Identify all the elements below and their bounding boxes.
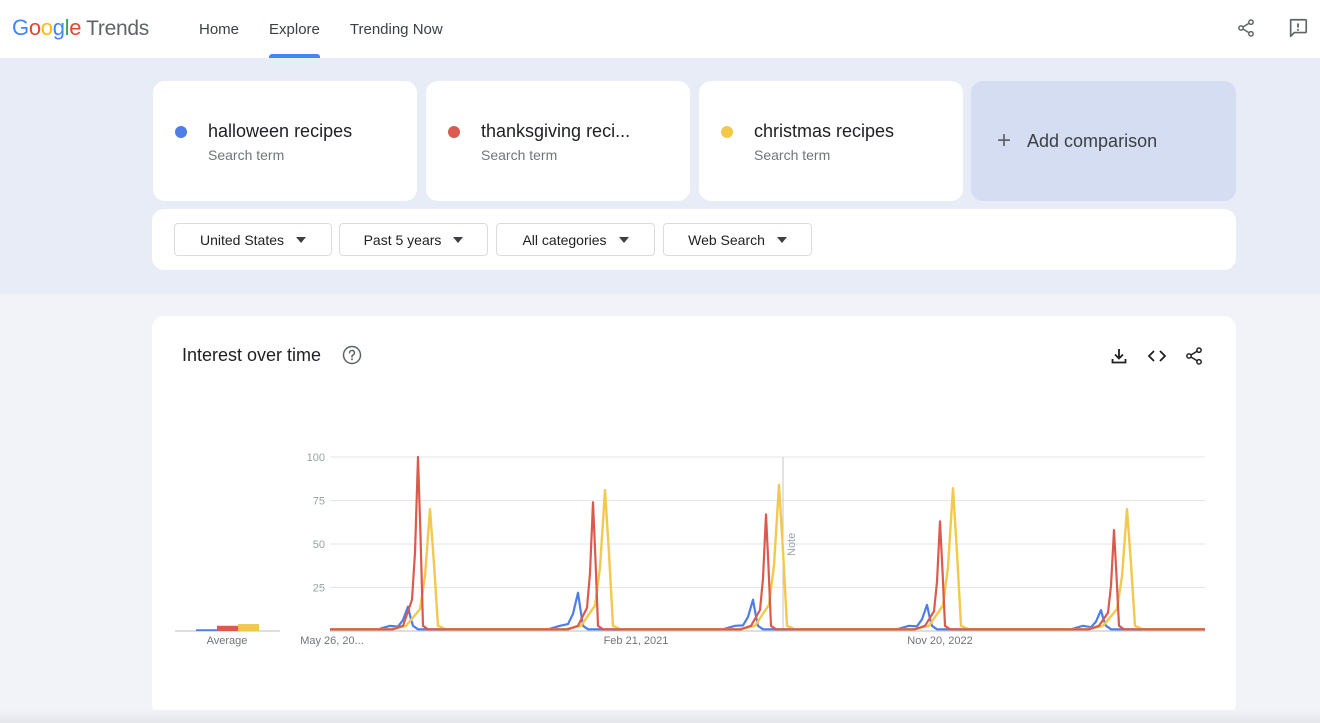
- term-type: Search term: [481, 147, 558, 163]
- term-name: thanksgiving reci...: [481, 121, 631, 141]
- category-label: All categories: [522, 231, 607, 248]
- feedback-icon[interactable]: [1286, 16, 1310, 40]
- term-card-2[interactable]: thanksgiving reci... Search term: [426, 81, 690, 201]
- note-label: Note: [786, 533, 798, 556]
- y-tick-label: 75: [313, 496, 325, 508]
- caret-down-icon: [296, 236, 307, 243]
- add-comparison-label: Add comparison: [1027, 130, 1158, 151]
- caret-down-icon: [776, 236, 787, 243]
- caret-down-icon: [618, 236, 629, 243]
- series-line-halloween-recipes: [330, 591, 1205, 631]
- x-tick-label: May 26, 20...: [300, 635, 364, 647]
- series-line-thanksgiving-recipes: [330, 455, 1205, 631]
- term-card-1[interactable]: halloween recipes Search term: [153, 81, 417, 201]
- y-tick-label: 25: [313, 583, 325, 595]
- google-trends-logo[interactable]: Google Trends: [12, 15, 149, 41]
- chart-title: Interest over time: [182, 345, 322, 365]
- y-tick-label: 50: [313, 539, 325, 551]
- google-wordmark: Google: [12, 15, 81, 41]
- term-type: Search term: [208, 147, 285, 163]
- filter-bar: United States Past 5 years All categorie…: [152, 209, 1236, 270]
- logo-letter: o: [28, 15, 41, 40]
- interest-over-time-card: Interest over time: [152, 316, 1236, 716]
- category-dropdown[interactable]: All categories: [496, 223, 655, 256]
- x-tick-label: Feb 21, 2021: [604, 635, 669, 647]
- nav-tab-trending-now[interactable]: Trending Now: [349, 20, 443, 38]
- main-nav: Home Explore Trending Now: [184, 0, 458, 58]
- average-bar: [196, 629, 217, 631]
- term-card-3[interactable]: christmas recipes Search term: [699, 81, 963, 201]
- y-tick-label: 100: [307, 452, 325, 464]
- average-bar: [238, 624, 259, 631]
- series-line-christmas-recipes: [330, 483, 1205, 631]
- term-color-dot: [721, 126, 733, 138]
- logo-letter: l: [64, 15, 70, 40]
- caret-down-icon: [453, 236, 464, 243]
- term-color-dot: [175, 126, 187, 138]
- term-name: halloween recipes: [208, 121, 353, 141]
- share-icon[interactable]: [1234, 16, 1258, 40]
- search-type-label: Web Search: [688, 231, 765, 248]
- logo-letter: o: [40, 15, 53, 40]
- region-dropdown[interactable]: United States: [174, 223, 332, 256]
- term-type: Search term: [754, 147, 831, 163]
- average-label: Average: [207, 635, 248, 647]
- page-bottom-edge: [0, 710, 1320, 723]
- top-bar: Google Trends Home Explore Trending Now: [0, 0, 1320, 58]
- region-label: United States: [199, 231, 285, 248]
- nav-tab-explore[interactable]: Explore: [254, 0, 335, 58]
- add-comparison-button[interactable]: + Add comparison: [971, 81, 1236, 201]
- term-name: christmas recipes: [754, 121, 895, 141]
- logo-letter: g: [52, 15, 65, 40]
- trends-wordmark: Trends: [86, 17, 149, 40]
- plus-icon: +: [997, 127, 1012, 154]
- share-icon[interactable]: [1183, 345, 1205, 367]
- nav-tab-home[interactable]: Home: [199, 20, 240, 38]
- help-icon[interactable]: [342, 345, 362, 365]
- logo-letter: G: [12, 15, 29, 40]
- average-bar: [217, 625, 238, 631]
- search-type-dropdown[interactable]: Web Search: [663, 223, 812, 256]
- x-tick-label: Nov 20, 2022: [907, 635, 972, 647]
- term-color-dot: [448, 126, 460, 138]
- download-icon[interactable]: [1108, 345, 1130, 367]
- embed-icon[interactable]: [1146, 345, 1168, 367]
- time-range-dropdown[interactable]: Past 5 years: [339, 223, 488, 256]
- time-range-label: Past 5 years: [363, 231, 442, 248]
- logo-letter: e: [69, 15, 82, 40]
